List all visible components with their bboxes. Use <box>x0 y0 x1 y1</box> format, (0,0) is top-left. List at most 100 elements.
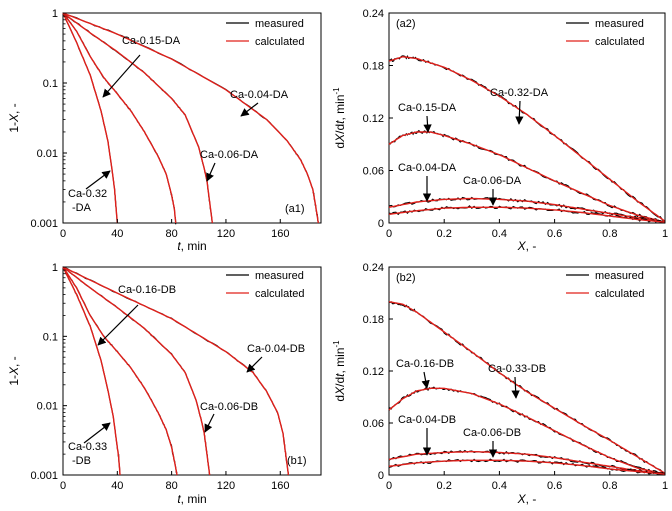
annotation-label: Ca-0.15-DA <box>122 35 181 47</box>
series-layer <box>62 266 290 476</box>
annotation-arrow <box>511 376 520 399</box>
annotation-label: Ca-0.04-DA <box>230 89 289 101</box>
y-axis-label: dX/dt, min-1 <box>332 340 347 402</box>
calculated-line <box>62 12 319 224</box>
y-tick-label: 0.001 <box>30 218 58 230</box>
panel-label: (b1) <box>287 455 307 467</box>
calculated-line <box>62 12 214 224</box>
calculated-line <box>62 12 177 224</box>
annotation-arrow <box>85 170 111 190</box>
legend-calculated-label: calculated <box>595 288 645 300</box>
annotation-label: Ca-0.33-DB <box>488 363 546 375</box>
x-axis-label: t, min <box>177 239 206 253</box>
panel-label: (b2) <box>396 272 416 284</box>
y-axis-label: 1-X, - <box>7 103 21 132</box>
x-tick-label: 0.2 <box>437 228 452 240</box>
panel-b2: (b2) measured calculated Ca-0.33-DB Ca-0… <box>332 262 668 506</box>
panel-label: (a2) <box>396 18 416 30</box>
y-tick-label: 0.06 <box>363 418 384 430</box>
annotation-label: Ca-0.04-DB <box>247 343 305 355</box>
calculated-line <box>388 131 666 223</box>
annotations: Ca-0.32-DA Ca-0.15-DA Ca-0.04-DA Ca-0.06… <box>398 87 549 206</box>
calculated-line <box>388 197 666 223</box>
calculated-line <box>388 55 666 222</box>
annotation-arrow <box>240 102 259 117</box>
annotation-label: Ca-0.32-DA <box>490 87 549 99</box>
series-layer <box>388 301 666 476</box>
annotation-label: Ca-0.16-DB <box>118 284 176 296</box>
annotation-label: Ca-0.06-DB <box>200 401 258 413</box>
panel-b1: (b1) measured calculated Ca-0.16-DB Ca-0… <box>7 262 322 506</box>
y-tick-label: 0.1 <box>43 78 58 90</box>
x-tick-label: 1 <box>662 480 668 492</box>
annotation-arrow <box>423 115 432 133</box>
x-tick-label: 0 <box>386 228 392 240</box>
annotation-label: Ca-0.06-DA <box>200 149 259 161</box>
x-axis-label: X, - <box>517 492 537 506</box>
x-axis-label: t, min <box>177 492 206 506</box>
legend-measured-label: measured <box>255 270 304 282</box>
annotation-label: Ca-0.16-DB <box>396 358 454 370</box>
measured-line <box>388 54 666 223</box>
plot-frame <box>62 12 322 224</box>
annotation-arrow <box>204 413 215 433</box>
annotation-arrow <box>206 162 216 182</box>
panel-label: (a1) <box>285 203 305 215</box>
x-tick-label: 40 <box>111 228 123 240</box>
calculated-line <box>62 266 290 476</box>
legend: measured calculated <box>566 270 645 300</box>
x-tick-label: 0.2 <box>437 480 452 492</box>
x-tick-label: 0.6 <box>547 480 562 492</box>
y-tick-label: 0.18 <box>363 61 384 73</box>
x-tick-label: 1 <box>662 228 668 240</box>
legend-measured-label: measured <box>595 270 644 282</box>
annotation-label-cont: -DB <box>72 455 91 467</box>
calculated-line <box>388 459 666 475</box>
y-tick-label: 0.12 <box>363 113 384 125</box>
annotation-arrow <box>515 100 524 125</box>
legend: measured calculated <box>226 270 305 300</box>
series-layer <box>388 54 666 224</box>
annotations: Ca-0.15-DA Ca-0.04-DA Ca-0.06-DA Ca-0.32… <box>68 35 289 214</box>
y-tick-label: 0.12 <box>363 366 384 378</box>
legend-measured-label: measured <box>595 18 644 30</box>
legend-calculated-label: calculated <box>255 288 305 300</box>
y-tick-label: 0 <box>378 470 384 482</box>
y-tick-label: 0.01 <box>37 148 58 160</box>
calculated-line <box>62 12 118 224</box>
calculated-line <box>62 266 211 476</box>
x-tick-label: 120 <box>217 480 235 492</box>
annotation-label: Ca-0.06-DA <box>463 175 522 187</box>
panel-a1: (a1) measured calculated Ca-0.15-DA Ca-0… <box>7 8 322 253</box>
x-tick-label: 80 <box>166 480 178 492</box>
y-tick-label: 0.24 <box>363 8 384 20</box>
y-axis-label: 1-X, - <box>7 356 21 385</box>
annotations: Ca-0.33-DB Ca-0.16-DB Ca-0.04-DB Ca-0.06… <box>396 358 546 458</box>
annotation-label: Ca-0.15-DA <box>398 102 457 114</box>
annotation-arrow <box>421 371 430 389</box>
x-tick-label: 40 <box>111 480 123 492</box>
y-tick-label: 1 <box>52 8 58 20</box>
annotation-arrow <box>97 304 139 346</box>
legend-measured-label: measured <box>255 18 304 30</box>
y-tick-label: 0.24 <box>363 262 384 274</box>
calculated-line <box>388 206 666 223</box>
series-layer <box>62 12 319 225</box>
x-tick-label: 120 <box>217 228 235 240</box>
x-tick-label: 0 <box>60 480 66 492</box>
x-tick-label: 0.4 <box>492 480 507 492</box>
x-tick-label: 0.8 <box>602 480 617 492</box>
y-tick-label: 0.01 <box>37 401 58 413</box>
y-tick-label: 0.001 <box>30 470 58 482</box>
annotation-arrow <box>102 54 141 98</box>
x-tick-label: 0.6 <box>547 228 562 240</box>
annotation-label: Ca-0.32 <box>68 188 107 200</box>
annotation-label: Ca-0.06-DB <box>463 427 521 439</box>
panel-a2: (a2) measured calculated Ca-0.32-DA Ca-0… <box>332 8 668 253</box>
y-tick-label: 0 <box>378 218 384 230</box>
annotation-arrow <box>83 422 111 444</box>
x-tick-label: 160 <box>271 480 289 492</box>
y-tick-label: 0.18 <box>363 314 384 326</box>
x-tick-label: 0.8 <box>602 228 617 240</box>
